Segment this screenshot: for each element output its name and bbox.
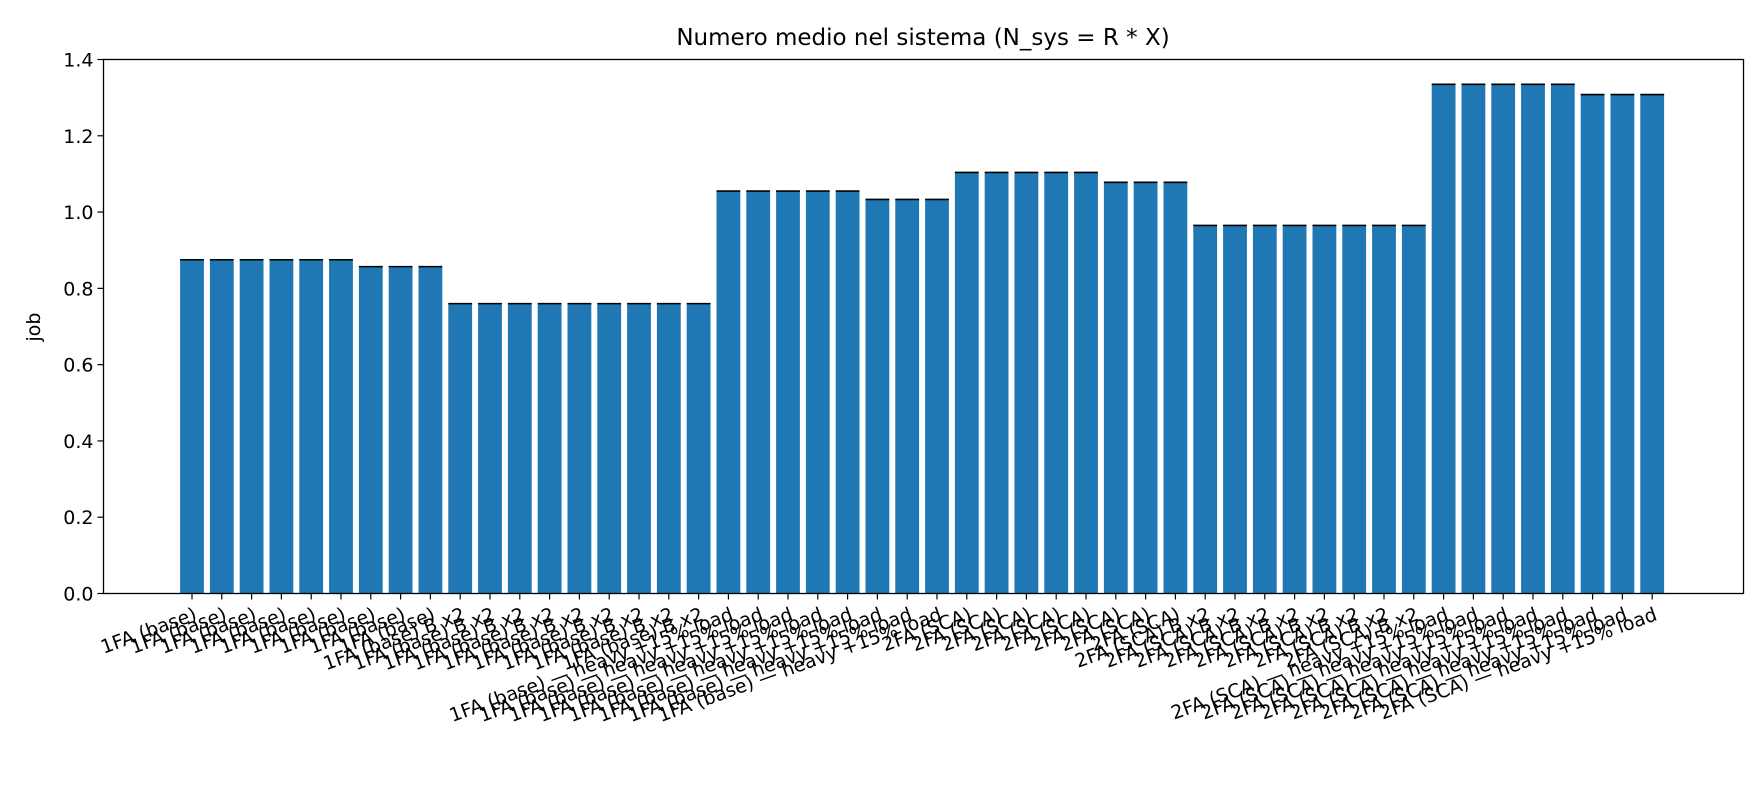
bar [1074, 172, 1098, 594]
bar [1431, 84, 1456, 594]
bar [1580, 94, 1605, 594]
bar [1342, 225, 1367, 594]
bar [1372, 225, 1396, 594]
x-axis: 1FA (base)1FA (base)1FA (base)1FA (base)… [98, 593, 1660, 727]
bar [1252, 225, 1277, 594]
bar [239, 259, 264, 594]
bar [478, 303, 502, 594]
y-tick-label: 0.8 [63, 278, 93, 300]
bar [388, 266, 413, 594]
y-tick-label: 1.2 [63, 126, 93, 148]
y-axis: 0.0 0.2 0.4 0.6 0.8 1.0 1.2 1.4 [63, 50, 104, 606]
bar [1550, 84, 1575, 594]
bar [180, 259, 204, 594]
bar [1461, 84, 1486, 594]
bar [567, 303, 592, 594]
bar [1282, 225, 1307, 594]
bar [984, 172, 1009, 594]
bar [925, 199, 949, 594]
bar [1223, 225, 1247, 594]
y-tick-label: 1.4 [63, 50, 93, 72]
bar [776, 191, 800, 594]
plot-frame [102, 58, 1745, 595]
bar [597, 303, 622, 594]
y-tick-label: 0.0 [63, 584, 93, 606]
bar [507, 303, 532, 594]
bar [1133, 182, 1158, 594]
bar [448, 303, 473, 594]
bar [1044, 172, 1069, 594]
bar [1521, 84, 1545, 594]
bar [835, 191, 860, 594]
bar [627, 303, 651, 594]
bar [537, 303, 562, 594]
bar [1193, 225, 1218, 594]
bar [805, 191, 830, 594]
y-axis-label: job [23, 313, 45, 343]
bar [418, 266, 443, 594]
y-tick-label: 0.6 [63, 355, 93, 377]
bar [1014, 172, 1039, 594]
bar [1640, 94, 1665, 594]
y-tick-label: 0.2 [63, 507, 93, 529]
y-tick-label: 0.4 [63, 431, 93, 453]
bar [1163, 182, 1188, 594]
bar [656, 303, 681, 594]
bars [180, 83, 1665, 594]
bar [954, 172, 979, 594]
bar [299, 259, 324, 594]
bar [1610, 94, 1635, 594]
bar [1312, 225, 1337, 594]
bar [1103, 182, 1128, 594]
bar [865, 199, 890, 594]
bar [329, 259, 353, 594]
bar [716, 191, 741, 594]
bar [686, 303, 711, 594]
bar [1491, 84, 1516, 594]
bar [269, 259, 294, 594]
bar [746, 191, 771, 594]
bar [209, 259, 234, 594]
bar [358, 266, 383, 594]
chart-title: Numero medio nel sistema (N_sys = R * X) [676, 25, 1169, 51]
bar [895, 199, 920, 594]
bar [1401, 225, 1426, 594]
y-tick-label: 1.0 [63, 202, 93, 224]
